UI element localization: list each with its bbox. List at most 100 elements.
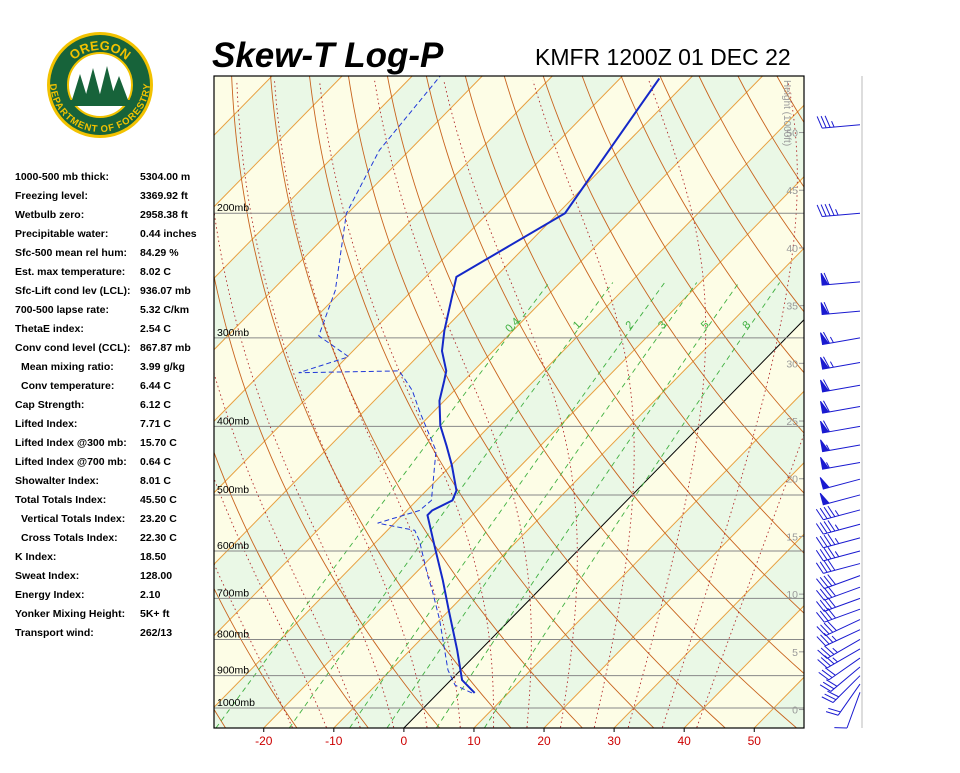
logo-ground	[70, 100, 130, 106]
index-value: 6.44 C	[140, 380, 171, 392]
plot-border	[213, 75, 805, 729]
isotherm	[473, 390, 804, 728]
dry-adiabat	[348, 76, 726, 728]
wind-barb	[816, 629, 861, 647]
pressure-label: 800mb	[217, 628, 249, 640]
pressure-label: 900mb	[217, 665, 249, 677]
x-tick-label: 10	[467, 734, 481, 748]
mixing-ratio-line	[288, 282, 614, 728]
index-value: 8.02 C	[140, 266, 171, 278]
moist-adiabat	[214, 371, 361, 728]
wind-barb	[819, 666, 861, 692]
index-label: Cap Strength:	[15, 399, 84, 411]
height-tick-label: 0	[792, 705, 798, 717]
wind-barb	[825, 683, 861, 716]
wind-barb	[815, 533, 861, 549]
index-label: Conv cond level (CCL):	[15, 342, 131, 354]
pressure-label: 400mb	[217, 415, 249, 427]
index-label: 1000-500 mb thick:	[15, 171, 109, 183]
index-value: 0.64 C	[140, 456, 171, 468]
x-tick-label: -20	[255, 734, 273, 748]
index-label: Transport wind:	[15, 627, 94, 639]
wind-barbs	[815, 115, 861, 729]
mixing-ratio-line	[349, 282, 666, 728]
index-label: Vertical Totals Index:	[21, 513, 125, 525]
isotherm	[214, 76, 413, 279]
isotherm	[824, 76, 960, 728]
dry-adiabat	[464, 76, 804, 614]
dry-adiabat	[933, 76, 960, 728]
dry-adiabat	[309, 76, 655, 728]
isotherm	[683, 605, 804, 728]
wind-barb	[815, 520, 861, 535]
x-tick-label: 40	[677, 734, 691, 748]
mixing-ratio-line	[215, 282, 550, 728]
height-tick-label: 40	[786, 243, 798, 255]
dry-adiabat	[270, 76, 583, 728]
dry-adiabat	[659, 76, 804, 313]
index-label: Precipitable water:	[15, 228, 108, 240]
index-value: 45.50 C	[140, 494, 177, 506]
isotherm	[263, 176, 804, 728]
dry-adiabat	[386, 76, 797, 728]
height-tick-label: 20	[786, 474, 798, 486]
index-value: 5304.00 m	[140, 171, 190, 183]
isotherm	[333, 247, 804, 728]
dry-adiabat	[855, 76, 960, 728]
index-value: 0.44 inches	[140, 228, 197, 240]
index-value: 5K+ ft	[140, 608, 170, 620]
wind-barb	[820, 457, 861, 470]
height-tick-label: 35	[786, 301, 798, 313]
wind-barb	[816, 619, 861, 637]
index-value: 7.71 C	[140, 418, 171, 430]
dry-adiabat	[620, 76, 804, 374]
pressure-label: 1000mb	[217, 697, 255, 709]
temperature-band	[214, 76, 804, 708]
index-label: K Index:	[15, 551, 56, 563]
axes: -20 -10 0 10 20 30 40 50	[255, 728, 761, 748]
moist-adiabat	[236, 80, 428, 728]
x-tick-label: 0	[401, 734, 408, 748]
dry-adiabat	[581, 76, 804, 434]
pressure-label: 600mb	[217, 540, 249, 552]
wind-barb	[817, 639, 861, 659]
wind-barb	[815, 505, 861, 521]
zero-isotherm	[403, 319, 804, 728]
index-label: Lifted Index @700 mb:	[15, 456, 127, 468]
wind-barb	[820, 356, 861, 370]
station-label: KMFR 1200Z 01 DEC 22	[535, 44, 791, 70]
height-tick-label: 15	[786, 531, 798, 543]
wind-barb	[815, 546, 861, 562]
index-label: Lifted Index @300 mb:	[15, 437, 127, 449]
dry-adiabat	[214, 273, 441, 728]
index-label: 700-500 lapse rate:	[15, 304, 109, 316]
x-tick-label: -10	[325, 734, 343, 748]
temperature-profile	[426, 77, 661, 694]
index-value: 8.01 C	[140, 475, 171, 487]
wind-barb	[819, 477, 861, 490]
wind-barb	[834, 692, 861, 729]
index-label: Yonker Mixing Height:	[15, 608, 125, 620]
index-label: Mean mixing ratio:	[21, 361, 114, 373]
index-label: Conv temperature:	[21, 380, 114, 392]
dry-adiabat	[231, 76, 512, 728]
index-value: 6.12 C	[140, 399, 171, 411]
wind-barb	[816, 574, 861, 590]
chart-title: Skew-T Log-P	[212, 36, 444, 75]
height-tick-label: 5	[792, 647, 798, 659]
x-tick-label: 30	[607, 734, 621, 748]
wind-barb	[815, 559, 861, 574]
temperature-band	[214, 105, 804, 728]
isotherm	[214, 76, 343, 208]
isotherm	[543, 462, 804, 728]
height-tick-label: 10	[786, 589, 798, 601]
wind-barb	[821, 675, 861, 703]
wind-barb	[818, 657, 861, 681]
logo-trees	[72, 66, 128, 102]
index-label: Sweat Index:	[15, 570, 79, 582]
wind-barb	[820, 272, 861, 286]
index-label: Freezing level:	[15, 190, 88, 202]
index-value: 128.00	[140, 570, 172, 582]
dry-adiabat	[737, 76, 804, 188]
